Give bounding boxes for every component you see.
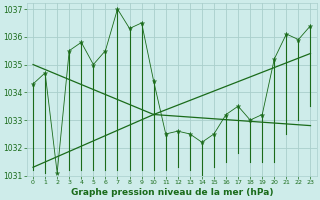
X-axis label: Graphe pression niveau de la mer (hPa): Graphe pression niveau de la mer (hPa) <box>70 188 273 197</box>
